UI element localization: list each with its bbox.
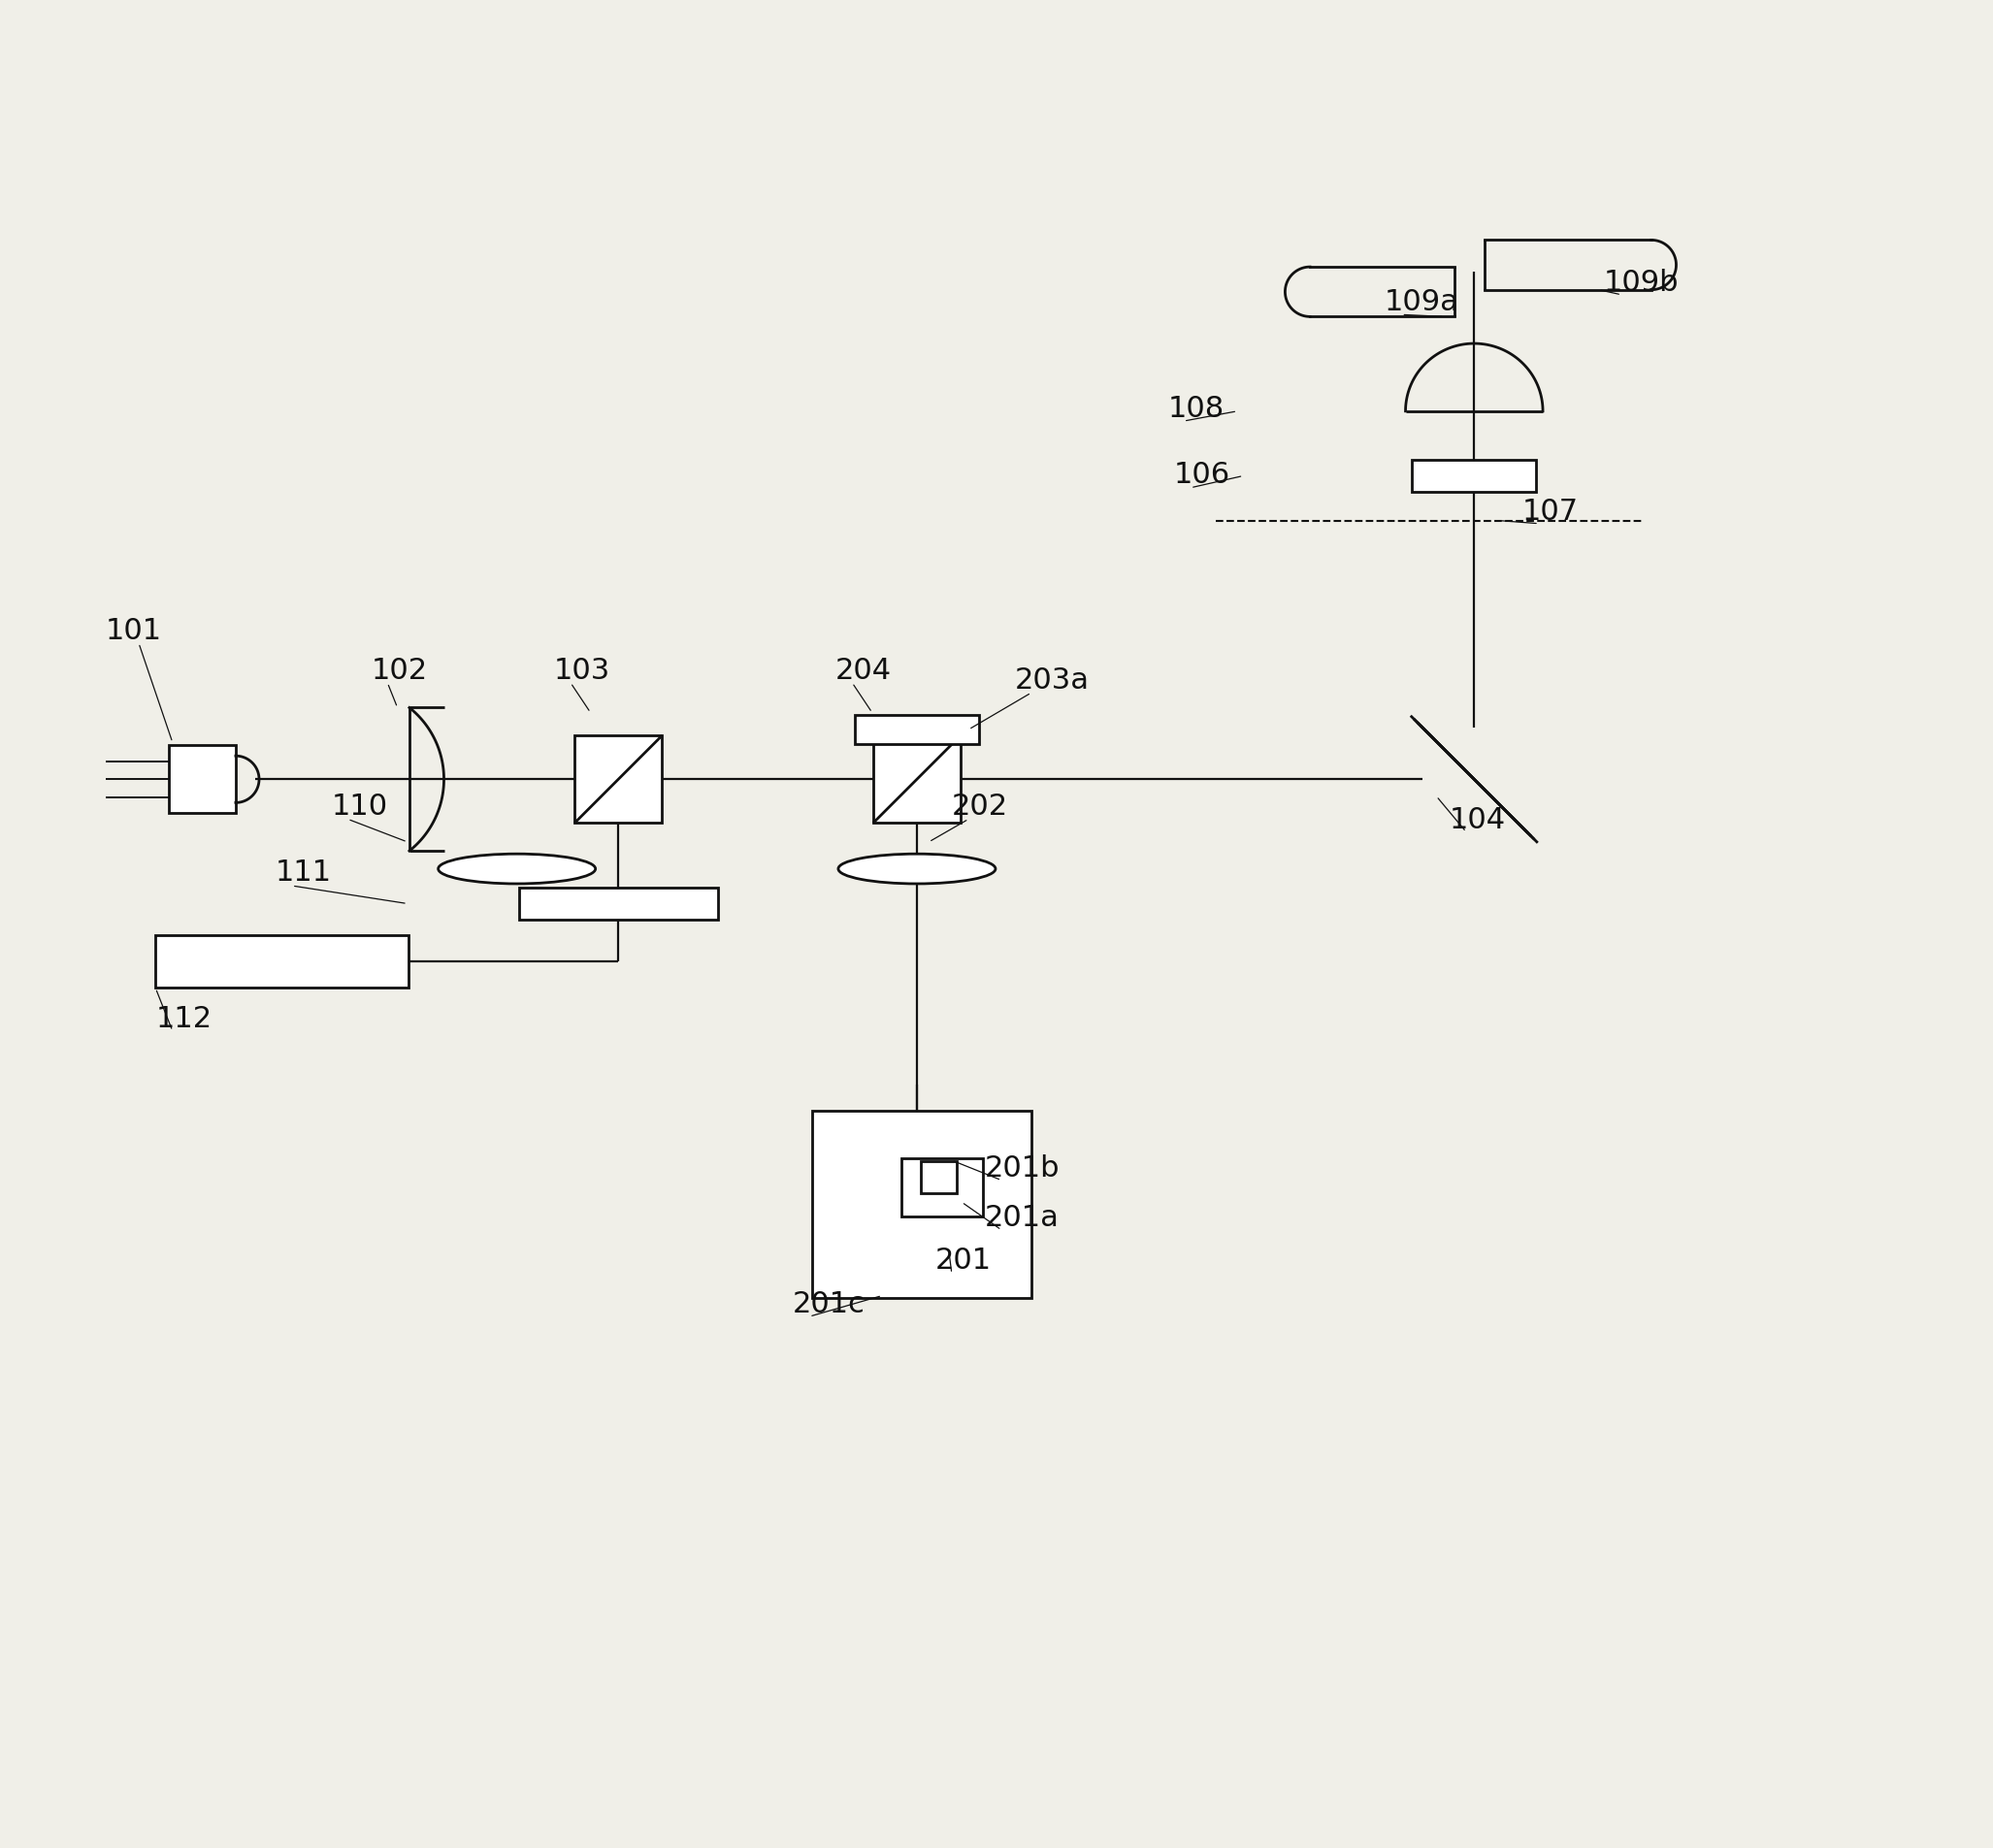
Bar <box>518 889 717 920</box>
Bar <box>1411 460 1537 492</box>
Text: 106: 106 <box>1174 460 1230 488</box>
Ellipse shape <box>438 854 596 883</box>
Bar <box>873 736 961 824</box>
Bar <box>155 935 409 987</box>
Text: 202: 202 <box>953 793 1008 821</box>
Text: 110: 110 <box>331 793 389 821</box>
Bar <box>813 1111 1030 1297</box>
Text: 201a: 201a <box>985 1203 1058 1231</box>
Ellipse shape <box>839 854 996 883</box>
Text: 104: 104 <box>1449 806 1505 833</box>
Text: 102: 102 <box>371 656 428 684</box>
Text: 111: 111 <box>275 857 331 887</box>
Text: 103: 103 <box>554 656 610 684</box>
Bar <box>855 715 979 745</box>
Text: 109a: 109a <box>1385 288 1459 316</box>
Text: 203a: 203a <box>1014 667 1088 695</box>
Text: 107: 107 <box>1523 497 1578 525</box>
Text: 204: 204 <box>835 656 891 684</box>
Text: 101: 101 <box>106 617 161 645</box>
Bar <box>901 1159 983 1216</box>
Text: 108: 108 <box>1168 395 1224 423</box>
Bar <box>169 747 237 813</box>
Text: 201c: 201c <box>793 1290 865 1318</box>
Text: 201: 201 <box>935 1246 991 1273</box>
Text: 112: 112 <box>155 1005 211 1033</box>
Bar <box>921 1162 957 1194</box>
Bar <box>574 736 662 824</box>
Text: 201b: 201b <box>985 1153 1060 1181</box>
Text: 109b: 109b <box>1604 268 1678 298</box>
